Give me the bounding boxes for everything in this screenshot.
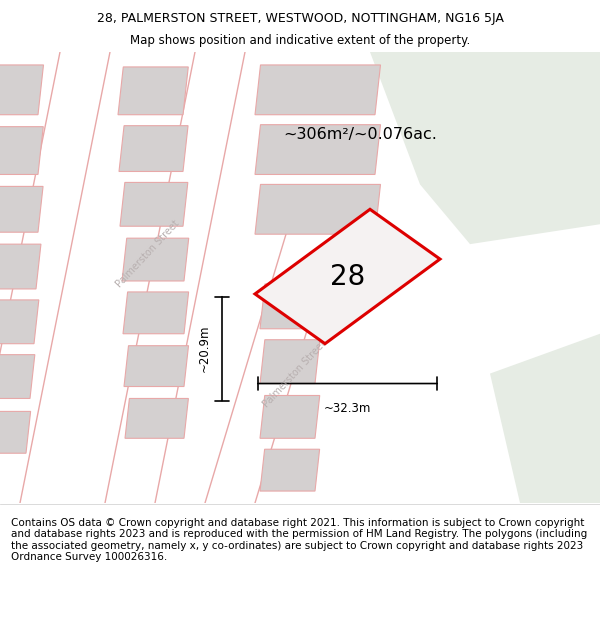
Text: ~306m²/~0.076ac.: ~306m²/~0.076ac.	[283, 127, 437, 142]
Polygon shape	[490, 334, 600, 503]
Polygon shape	[255, 184, 380, 234]
Text: Palmerston Street: Palmerston Street	[262, 338, 329, 409]
Polygon shape	[0, 354, 35, 399]
Text: ~32.3m: ~32.3m	[324, 402, 371, 415]
Polygon shape	[255, 209, 440, 344]
Polygon shape	[105, 52, 245, 503]
Polygon shape	[118, 67, 188, 115]
Polygon shape	[260, 449, 320, 491]
Polygon shape	[119, 126, 188, 171]
Polygon shape	[0, 300, 39, 344]
Text: Contains OS data © Crown copyright and database right 2021. This information is : Contains OS data © Crown copyright and d…	[11, 518, 587, 562]
Polygon shape	[0, 52, 110, 503]
Polygon shape	[260, 340, 320, 384]
Polygon shape	[122, 238, 189, 281]
Text: ~20.9m: ~20.9m	[197, 325, 211, 372]
Polygon shape	[0, 411, 31, 453]
Polygon shape	[124, 346, 188, 386]
Polygon shape	[120, 182, 188, 226]
Polygon shape	[255, 65, 380, 115]
Polygon shape	[260, 284, 320, 329]
Text: Palmerston Street: Palmerston Street	[115, 219, 182, 289]
Polygon shape	[0, 65, 44, 115]
Polygon shape	[255, 124, 380, 174]
Polygon shape	[0, 244, 41, 289]
Text: 28: 28	[330, 262, 365, 291]
Polygon shape	[0, 186, 43, 232]
Text: 28, PALMERSTON STREET, WESTWOOD, NOTTINGHAM, NG16 5JA: 28, PALMERSTON STREET, WESTWOOD, NOTTING…	[97, 12, 503, 25]
Polygon shape	[0, 127, 43, 174]
Polygon shape	[370, 52, 600, 244]
Polygon shape	[260, 396, 320, 438]
Polygon shape	[123, 292, 188, 334]
Polygon shape	[205, 204, 345, 503]
Text: Map shows position and indicative extent of the property.: Map shows position and indicative extent…	[130, 34, 470, 47]
Polygon shape	[125, 399, 188, 438]
